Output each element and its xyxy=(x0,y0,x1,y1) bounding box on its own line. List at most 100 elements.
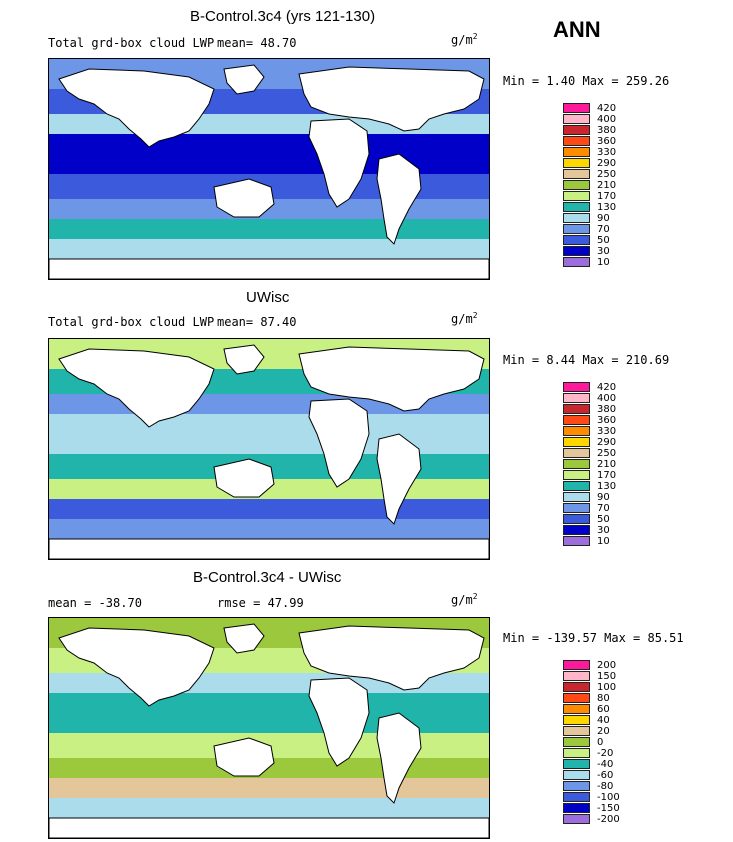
colorbar-label: 380 xyxy=(597,404,617,415)
continent-outline xyxy=(298,66,485,132)
colorbar-swatch xyxy=(563,781,590,791)
continent-outline xyxy=(49,538,489,559)
continent-outline xyxy=(376,712,422,804)
field-band xyxy=(49,519,489,539)
colorbar-label: 30 xyxy=(597,246,610,257)
colorbar-label: -150 xyxy=(597,803,620,814)
continent-outline xyxy=(376,153,422,245)
field-band xyxy=(49,134,489,174)
colorbar-label: 250 xyxy=(597,169,617,180)
colorbar-swatch xyxy=(563,726,590,736)
panel-2-title: UWisc xyxy=(246,289,290,306)
colorbar-label: 360 xyxy=(597,415,617,426)
colorbar-label: -200 xyxy=(597,814,620,825)
colorbar-label: 60 xyxy=(597,704,610,715)
colorbar-swatch xyxy=(563,136,590,146)
colorbar-swatch xyxy=(563,235,590,245)
colorbar-swatch xyxy=(563,536,590,546)
continent-outline xyxy=(298,346,485,412)
colorbar-swatch xyxy=(563,481,590,491)
colorbar-swatch xyxy=(563,202,590,212)
colorbar-swatch xyxy=(563,704,590,714)
season-label: ANN xyxy=(553,17,601,42)
colorbar-label: -100 xyxy=(597,792,620,803)
panel-2-units: g/m2 xyxy=(451,311,478,326)
field-band xyxy=(49,693,489,733)
panel-1-mean: mean= 48.70 xyxy=(217,36,297,50)
colorbar-label: 360 xyxy=(597,136,617,147)
panel-2-variable-label: Total grd-box cloud LWP xyxy=(48,315,215,329)
colorbar-swatch xyxy=(563,448,590,458)
colorbar-label: 20 xyxy=(597,726,610,737)
colorbar-label: 330 xyxy=(597,426,617,437)
colorbar-label: 50 xyxy=(597,514,610,525)
panel-1-variable-label: Total grd-box cloud LWP xyxy=(48,36,215,50)
continent-outline xyxy=(58,348,215,428)
colorbar-swatch xyxy=(563,748,590,758)
field-band xyxy=(49,199,489,219)
colorbar-swatch xyxy=(563,257,590,267)
panel-3-title: B-Control.3c4 - UWisc xyxy=(193,569,342,586)
field-band xyxy=(49,758,489,778)
panel-1-title: B-Control.3c4 (yrs 121-130) xyxy=(190,8,376,25)
colorbar-label: 420 xyxy=(597,103,617,114)
colorbar-swatch xyxy=(563,169,590,179)
colorbar-swatch xyxy=(563,715,590,725)
colorbar-swatch xyxy=(563,114,590,124)
panel-3-map xyxy=(48,617,490,839)
field-band xyxy=(49,499,489,519)
continent-outline xyxy=(223,623,265,654)
field-band xyxy=(49,219,489,239)
colorbar-swatch xyxy=(563,770,590,780)
colorbar-label: 290 xyxy=(597,437,617,448)
colorbar-swatch xyxy=(563,158,590,168)
colorbar-swatch xyxy=(563,671,590,681)
colorbar-swatch xyxy=(563,525,590,535)
colorbar-swatch xyxy=(563,213,590,223)
colorbar-swatch xyxy=(563,503,590,513)
colorbar-label: 400 xyxy=(597,393,617,404)
colorbar-label: 90 xyxy=(597,492,610,503)
panel-1-map xyxy=(48,58,490,280)
colorbar-swatch xyxy=(563,415,590,425)
colorbar-swatch xyxy=(563,459,590,469)
colorbar-label: 50 xyxy=(597,235,610,246)
colorbar-label: 30 xyxy=(597,525,610,536)
panel-1-units: g/m2 xyxy=(451,32,478,47)
colorbar-label: 10 xyxy=(597,257,610,268)
continent-outline xyxy=(376,433,422,525)
colorbar-label: 80 xyxy=(597,693,610,704)
panel-2-minmax: Min = 8.44 Max = 210.69 xyxy=(503,353,670,367)
colorbar-swatch xyxy=(563,682,590,692)
colorbar-swatch xyxy=(563,404,590,414)
colorbar-label: 200 xyxy=(597,660,617,671)
colorbar-swatch xyxy=(563,693,590,703)
colorbar-swatch xyxy=(563,224,590,234)
colorbar-label: 130 xyxy=(597,202,617,213)
continent-outline xyxy=(308,677,370,767)
colorbar-label: 210 xyxy=(597,459,617,470)
colorbar-swatch xyxy=(563,737,590,747)
colorbar-label: 170 xyxy=(597,191,617,202)
colorbar-label: 210 xyxy=(597,180,617,191)
continent-outline xyxy=(58,627,215,707)
field-band xyxy=(49,479,489,499)
continent-outline xyxy=(213,737,275,777)
panel-2-mean: mean= 87.40 xyxy=(217,315,297,329)
colorbar-swatch xyxy=(563,125,590,135)
colorbar-label: -60 xyxy=(597,770,614,781)
panel-3-mean: mean = -38.70 xyxy=(48,596,142,610)
colorbar-label: 130 xyxy=(597,481,617,492)
continent-outline xyxy=(308,118,370,208)
panel-3-minmax: Min = -139.57 Max = 85.51 xyxy=(503,631,684,645)
colorbar-label: 250 xyxy=(597,448,617,459)
colorbar-swatch xyxy=(563,246,590,256)
colorbar-label: 0 xyxy=(597,737,604,748)
colorbar-label: 290 xyxy=(597,158,617,169)
colorbar-label: 420 xyxy=(597,382,617,393)
panel-1-minmax: Min = 1.40 Max = 259.26 xyxy=(503,74,670,88)
colorbar-swatch xyxy=(563,792,590,802)
colorbar-label: 90 xyxy=(597,213,610,224)
field-band xyxy=(49,798,489,818)
colorbar-label: 400 xyxy=(597,114,617,125)
